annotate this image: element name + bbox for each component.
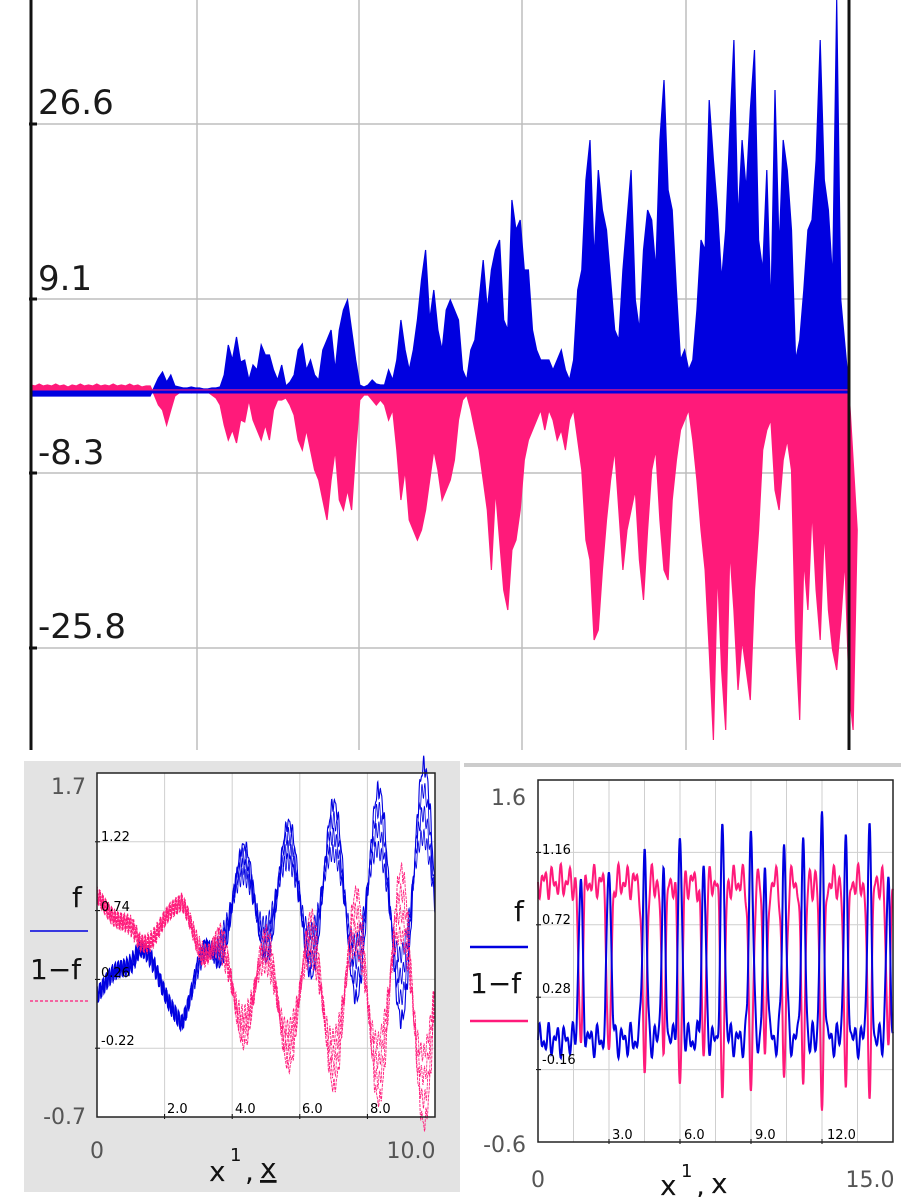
- bl-series-line-0-band-3: [96, 828, 436, 1031]
- top-chart-series: [30, 0, 858, 741]
- bl-y-tick-label-0: 1.22: [101, 830, 130, 845]
- bottom-left-line-chart: 1.7 -0.7 0 10.0 1.22 0.74 0.26 -0.22 2.0…: [24, 755, 460, 1192]
- br-x-tick-label-0: 3.0: [612, 1128, 633, 1143]
- bl-inner-x-ticks: 2.0 4.0 6.0 8.0: [167, 1102, 391, 1117]
- bl-legend-1mf-label: 1−f: [30, 953, 82, 986]
- br-x-tick-label-1: 6.0: [684, 1128, 705, 1143]
- br-series-line-0: [537, 811, 894, 1062]
- top-area-chart: 26.6 9.1 -8.3 -25.8: [29, 0, 858, 750]
- br-legend-f-label: f: [514, 895, 525, 928]
- br-y-tick-label-3: -0.16: [542, 1053, 576, 1068]
- br-x-axis-label: x 1 , x: [660, 1161, 728, 1197]
- bl-x-tick-label-2: 6.0: [302, 1102, 323, 1117]
- br-xlabel-sup: 1: [681, 1161, 692, 1182]
- br-series-line-1: [537, 860, 894, 1111]
- bl-y-max-label: 1.7: [51, 775, 86, 800]
- bl-xlabel-second: x: [260, 1152, 277, 1185]
- br-x-min-label: 0: [531, 1168, 545, 1193]
- top-y-tick-label-2: -8.3: [38, 433, 104, 473]
- br-y-tick-label-1: 0.72: [542, 913, 571, 928]
- br-plot-frame: [537, 779, 894, 1143]
- top-y-ticks: 26.6 9.1 -8.3 -25.8: [38, 83, 126, 647]
- bl-x-tick-label-0: 2.0: [167, 1102, 188, 1117]
- top-y-tick-label-1: 9.1: [38, 259, 92, 299]
- bl-series-line-1-band-3: [96, 889, 436, 1062]
- bl-xlabel-tail: ,: [245, 1155, 254, 1188]
- br-inner-x-ticks: 3.0 6.0 9.0 12.0: [612, 1128, 856, 1143]
- bl-legend: f 1−f: [30, 881, 88, 1002]
- bl-chart-series: [96, 755, 436, 1132]
- br-y-min-label: -0.6: [483, 1133, 526, 1158]
- bl-y-tick-label-1: 0.74: [101, 900, 130, 915]
- top-y-tick-label-3: -25.8: [38, 607, 126, 647]
- br-inner-y-ticks: 1.16 0.72 0.28 -0.16: [542, 843, 576, 1068]
- br-x-tick-label-2: 9.0: [755, 1128, 776, 1143]
- br-legend: f 1−f: [470, 895, 528, 1023]
- bl-y-tick-label-3: -0.22: [101, 1034, 135, 1049]
- bl-plot-frame: [96, 772, 436, 1118]
- bl-x-tick-label-3: 8.0: [370, 1102, 391, 1117]
- br-x-max-label: 15.0: [846, 1168, 895, 1193]
- bl-x-axis-label: x 1 , x: [209, 1145, 277, 1188]
- bl-chart-grid: [95, 773, 435, 1119]
- br-xlabel-base: x: [660, 1169, 677, 1197]
- bl-xlabel-sup: 1: [230, 1145, 241, 1166]
- bl-legend-f-label: f: [72, 881, 83, 914]
- top-y-tick-label-0: 26.6: [38, 83, 114, 123]
- br-xlabel-tail: ,: [696, 1169, 705, 1197]
- bl-y-tick-label-2: 0.26: [101, 966, 130, 981]
- br-y-tick-label-0: 1.16: [542, 843, 571, 858]
- br-chart-series: [537, 811, 894, 1111]
- br-y-tick-label-2: 0.28: [542, 982, 571, 997]
- bl-x-max-label: 10.0: [387, 1139, 436, 1164]
- br-xlabel-second: x: [711, 1167, 728, 1197]
- bl-series-line-1-band-2: [96, 886, 436, 1086]
- bl-y-min-label: -0.7: [43, 1105, 86, 1130]
- bl-x-min-label: 0: [90, 1139, 104, 1164]
- br-legend-1mf-label: 1−f: [470, 967, 522, 1000]
- br-x-tick-label-3: 12.0: [827, 1128, 856, 1143]
- top-series-area-1: [30, 383, 858, 741]
- bl-xlabel-base: x: [209, 1155, 226, 1188]
- bl-x-tick-label-1: 4.0: [235, 1102, 256, 1117]
- bottom-right-line-chart: 1.6 -0.6 0 15.0 1.16 0.72 0.28 -0.16 3.0…: [464, 763, 901, 1197]
- br-y-max-label: 1.6: [491, 786, 526, 811]
- top-series-area-0: [30, 0, 850, 397]
- bl-inner-y-ticks: 1.22 0.74 0.26 -0.22: [101, 830, 135, 1049]
